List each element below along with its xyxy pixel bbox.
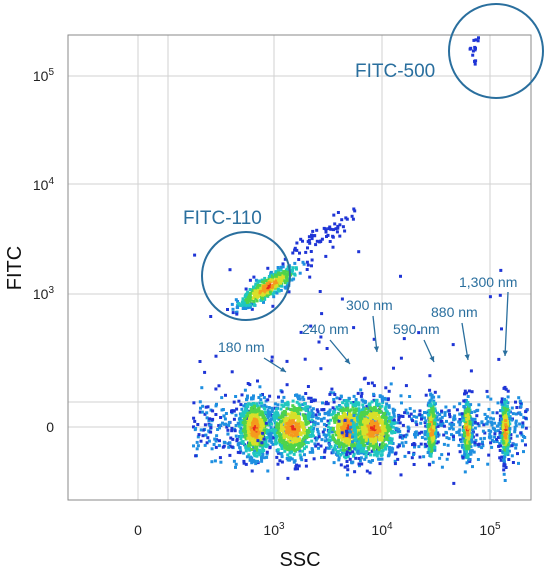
y-tick-label: 0: [46, 419, 54, 435]
fitc-500-circle: [448, 3, 544, 99]
size-label: 180 nm: [218, 339, 265, 355]
size-arrowhead: [280, 366, 286, 372]
fitc-110-circle: [201, 231, 291, 321]
x-tick-label: 103: [263, 521, 285, 538]
grid-lines: [68, 35, 531, 500]
y-axis-title: FITC: [4, 246, 26, 290]
size-arrowhead: [373, 346, 379, 352]
fitc-500-label: FITC-500: [355, 61, 435, 82]
fitc-110-label: FITC-110: [183, 208, 262, 229]
y-tick-label: 105: [33, 67, 55, 84]
size-arrowhead: [464, 354, 470, 360]
size-arrowhead: [429, 356, 435, 362]
size-label: 1,300 nm: [459, 274, 517, 290]
size-label: 880 nm: [431, 304, 478, 320]
size-label: 240 nm: [302, 321, 349, 337]
size-arrow: [461, 322, 469, 361]
size-arrowhead: [344, 358, 350, 364]
axis-ticks: 0 103 104 105 0 103 104 105: [33, 67, 501, 538]
x-axis-title: SSC: [279, 549, 320, 571]
size-label: 300 nm: [346, 297, 393, 313]
density-dots: [192, 36, 529, 485]
size-arrow: [504, 291, 509, 357]
size-label: 590 nm: [393, 321, 440, 337]
y-tick-label: 104: [33, 176, 55, 193]
size-arrowhead: [502, 350, 508, 356]
x-tick-label: 0: [134, 522, 142, 538]
size-arrow: [372, 315, 378, 353]
x-tick-label: 104: [371, 521, 393, 538]
x-tick-label: 105: [479, 521, 501, 538]
y-tick-label: 103: [33, 285, 55, 302]
plot-frame: [67, 34, 532, 501]
